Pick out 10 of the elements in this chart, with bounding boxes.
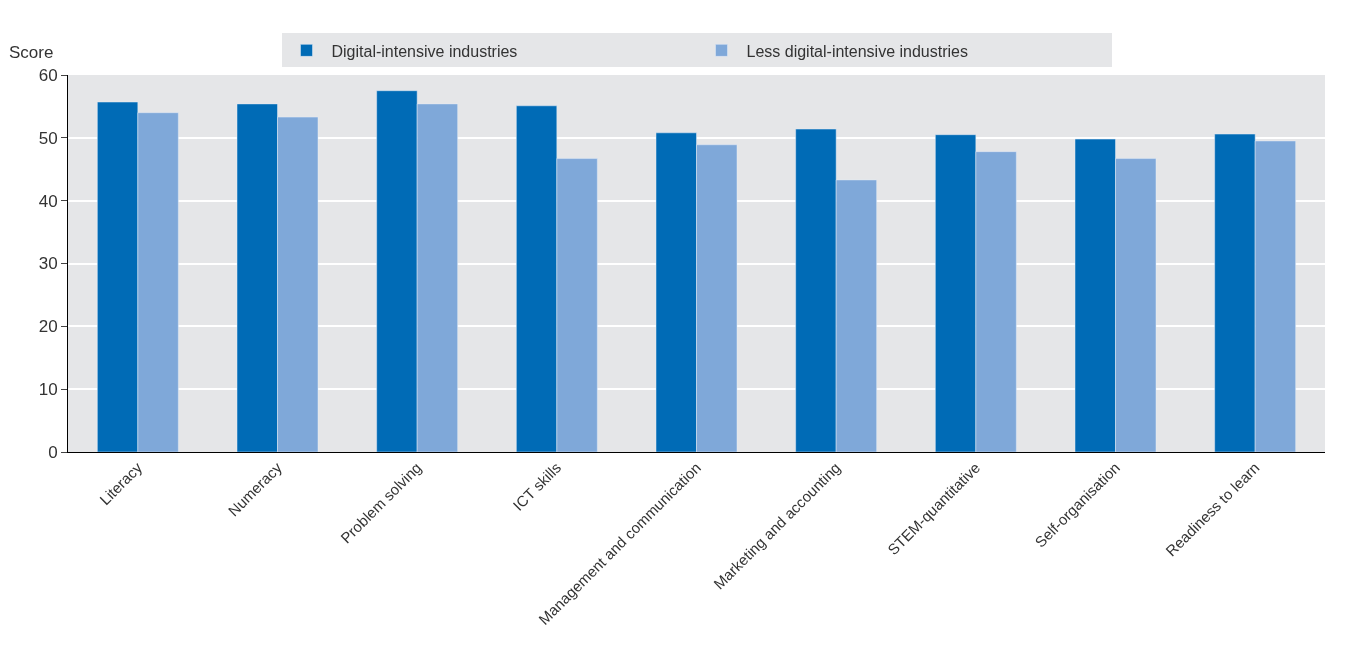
legend-label: Digital-intensive industries	[331, 42, 518, 60]
y-tick-label: 20	[38, 317, 58, 337]
legend-label: Less digital-intensive industries	[746, 42, 968, 60]
y-tick-label: 10	[38, 380, 58, 400]
y-tick-label: 30	[38, 254, 58, 274]
y-tick-label: 40	[38, 191, 58, 211]
y-axis-title: Score	[9, 43, 54, 62]
y-tick-label: 50	[38, 128, 58, 148]
y-tick-label: 0	[48, 442, 58, 462]
y-tick-label: 60	[38, 65, 58, 85]
